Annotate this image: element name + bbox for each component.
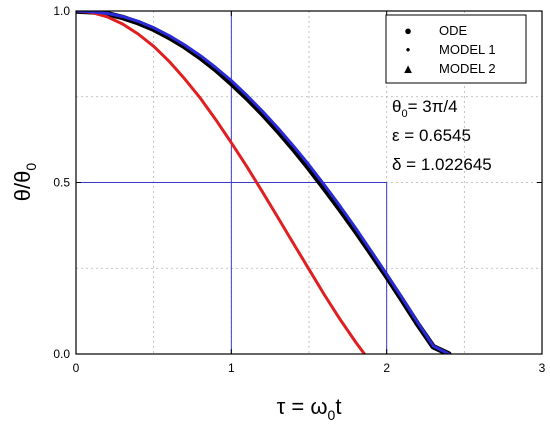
legend-box <box>385 14 527 84</box>
legend-label-model-2: MODEL 2 <box>439 61 496 76</box>
series-layer <box>76 11 452 354</box>
series-line-model-1 <box>76 11 367 354</box>
annotation-epsilon: ε = 0.6545 <box>392 126 471 145</box>
y-tick-label: 0.0 <box>53 347 70 361</box>
x-axis-label-sub: 0 <box>328 407 336 423</box>
x-tick-label: 3 <box>539 361 546 375</box>
y-tick-label: 1.0 <box>53 4 70 18</box>
x-axis-label-tail: t <box>335 394 341 419</box>
x-axis-label: τ = ω0t <box>277 394 342 423</box>
series-line-model-2 <box>76 11 451 354</box>
x-tick-label: 0 <box>73 361 80 375</box>
legend-marker-model-1: • <box>406 42 411 57</box>
legend-label-ode: ODE <box>439 23 468 38</box>
x-axis-label-main: τ = ω <box>277 394 328 419</box>
legend-label-model-1: MODEL 1 <box>439 42 496 57</box>
x-tick-label: 1 <box>228 361 235 375</box>
annotation-delta: δ = 1.022645 <box>392 155 492 174</box>
x-tick-label: 2 <box>383 361 390 375</box>
annotation-theta0-symbol: θ <box>392 97 401 116</box>
annotation-theta0: θ0= 3π/4 <box>392 97 458 120</box>
legend: ● ODE • MODEL 1 ▲ MODEL 2 <box>385 14 527 84</box>
legend-marker-model-2: ▲ <box>402 61 415 76</box>
tick-layer: 0 1 2 3 0.0 0.5 1.0 <box>53 4 545 375</box>
annotation-theta0-sub: 0 <box>401 108 407 120</box>
y-axis-label: θ/θ0 <box>10 163 39 202</box>
reference-lines <box>76 11 388 354</box>
annotation-theta0-value: = 3π/4 <box>408 97 458 116</box>
legend-marker-ode: ● <box>404 23 412 38</box>
y-tick-label: 0.5 <box>53 176 70 190</box>
y-axis-label-sub: 0 <box>23 163 39 171</box>
y-axis-label-main: θ/θ <box>10 171 35 202</box>
